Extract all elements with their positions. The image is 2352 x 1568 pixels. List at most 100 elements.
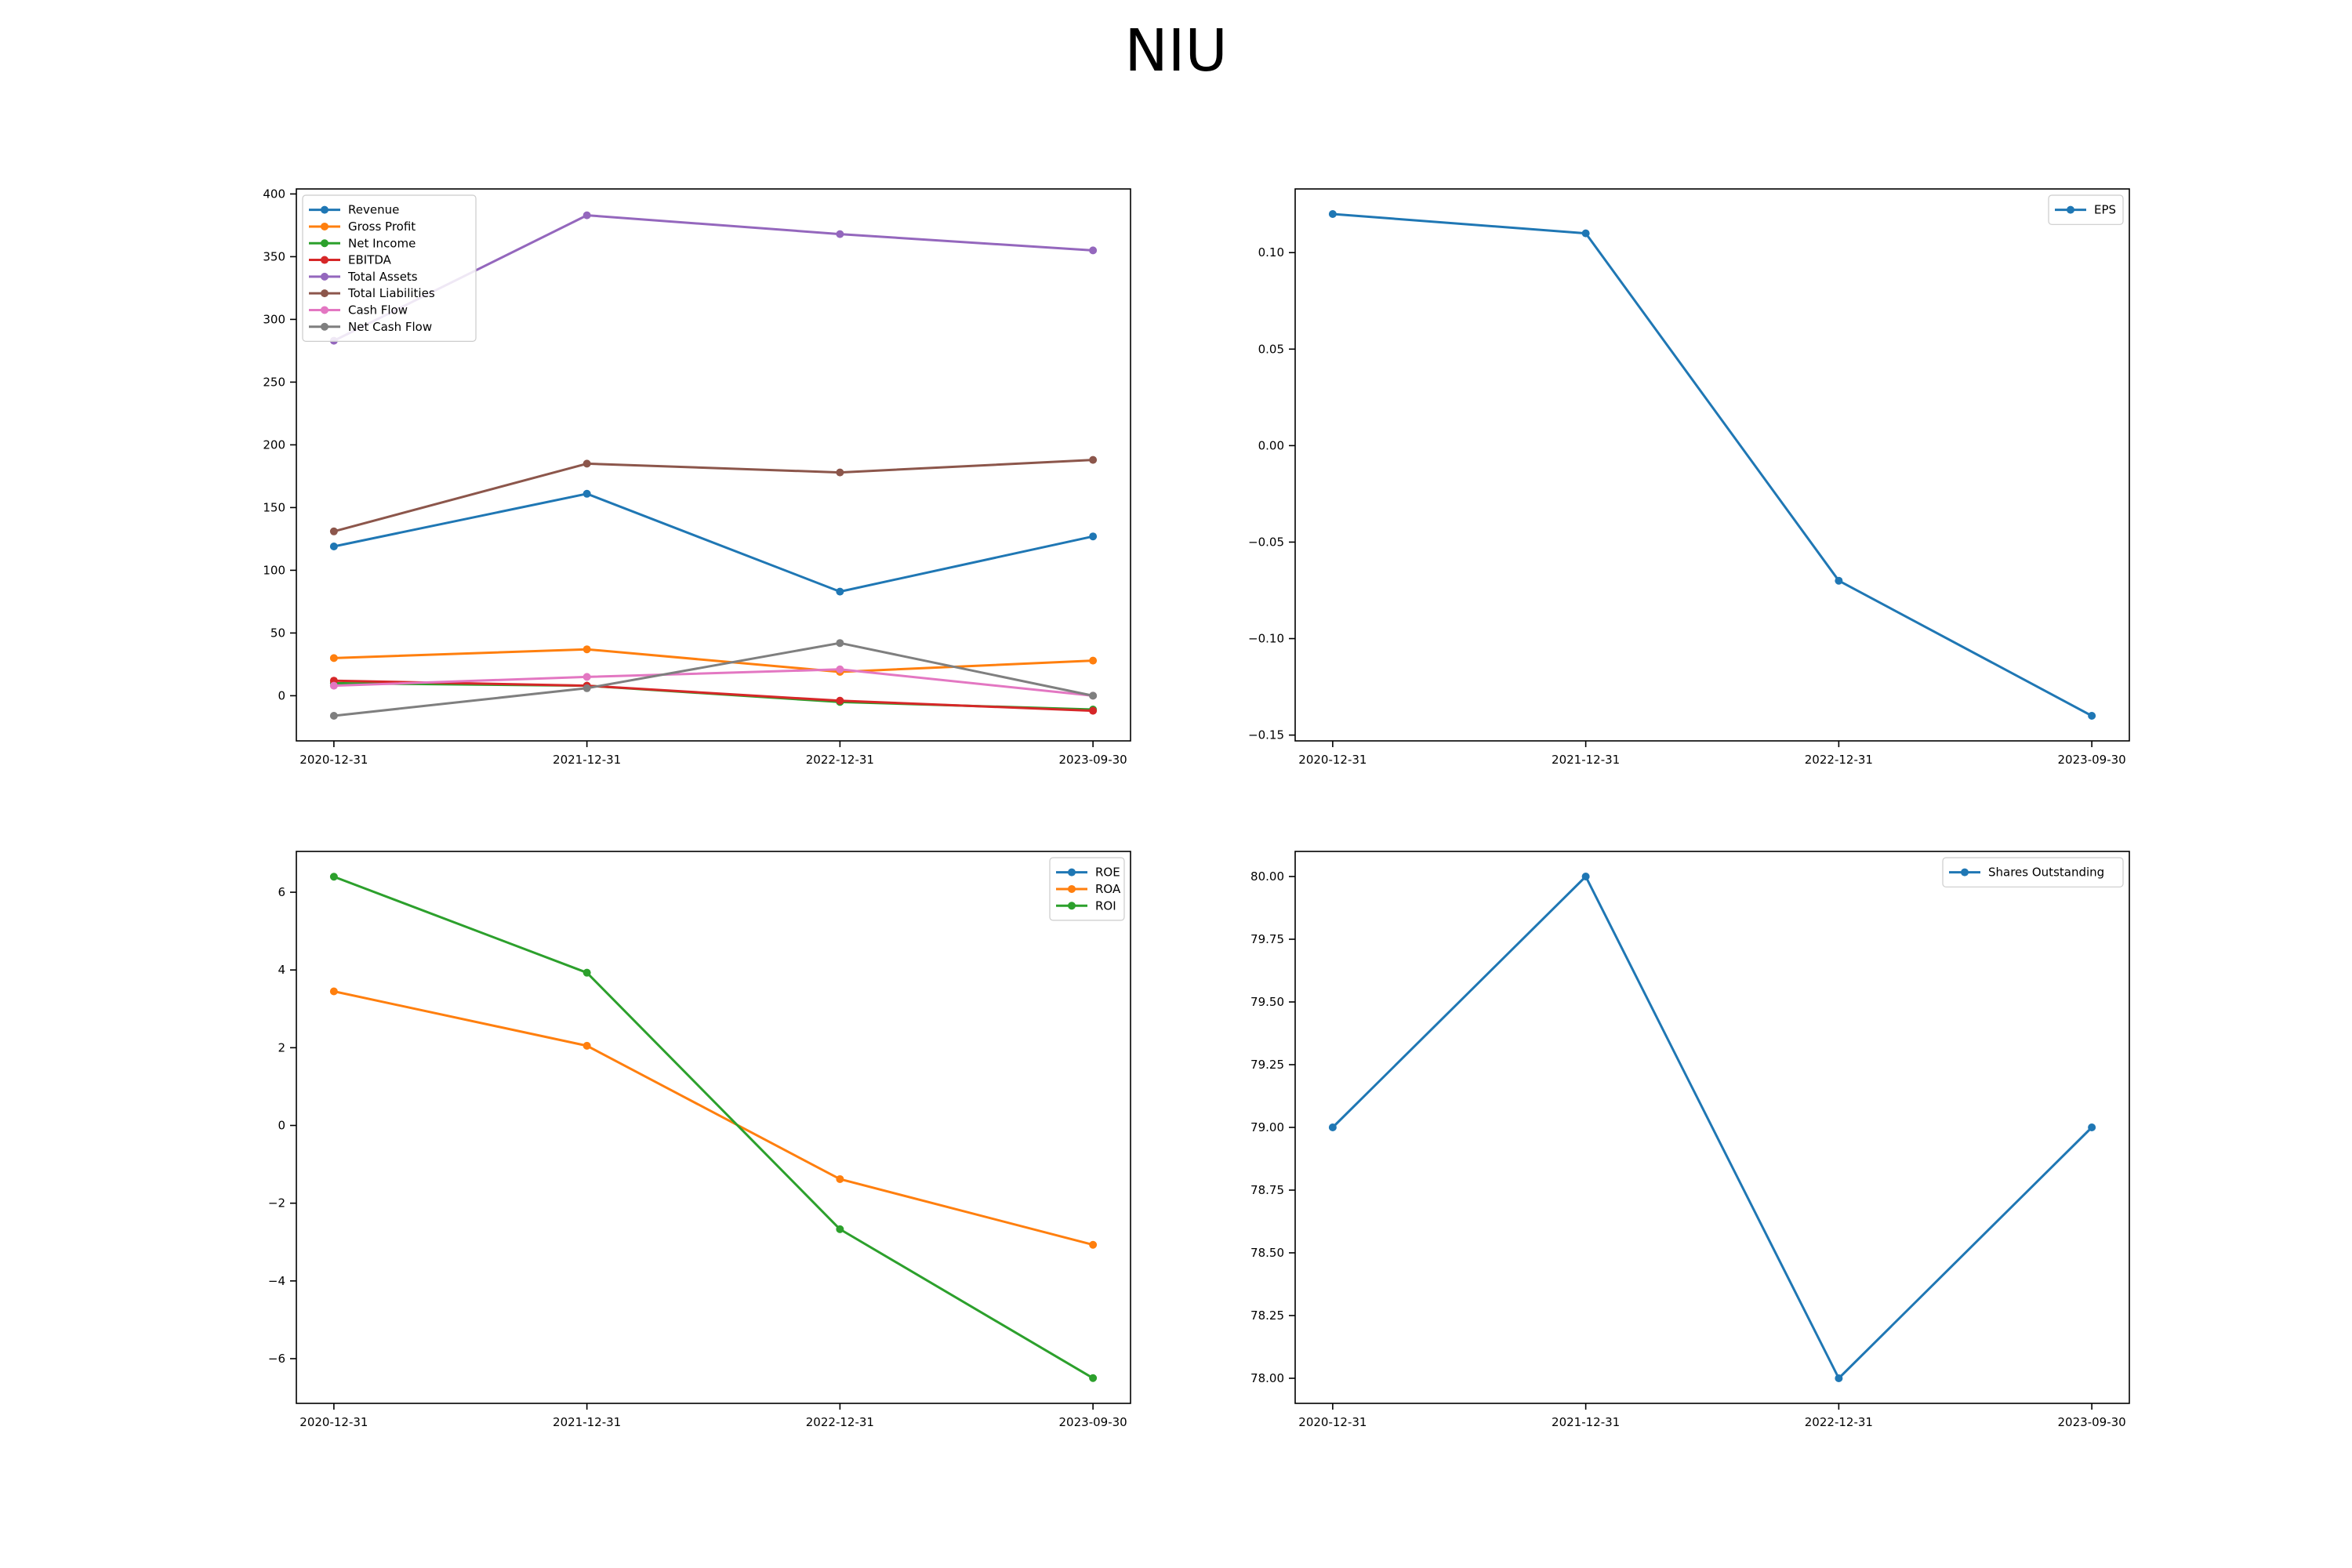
legend-marker bbox=[2067, 205, 2074, 214]
y-tick-label: 78.50 bbox=[1250, 1246, 1284, 1260]
data-point-roi bbox=[329, 873, 338, 881]
chart-eps: −0.15 −0.10 −0.05 0.00 0.05 0.10 2020-12-31 202… bbox=[1248, 188, 2130, 767]
y-tick-label: 0.10 bbox=[1258, 245, 1284, 260]
data-point-roi bbox=[1089, 1374, 1098, 1382]
legend-label: EPS bbox=[2094, 203, 2116, 217]
legend-label: Shares Outstanding bbox=[1988, 866, 2104, 880]
y-tick-label: 0 bbox=[278, 1119, 285, 1133]
legend-label: Net Cash Flow bbox=[348, 320, 432, 334]
data-point-roi bbox=[836, 1225, 844, 1233]
legend-label: Gross Profit bbox=[348, 220, 416, 234]
x-tick-label: 2023-09-30 bbox=[1059, 753, 1127, 767]
data-point-roi bbox=[583, 968, 591, 977]
x-tick-label: 2023-09-30 bbox=[1059, 1415, 1127, 1429]
series-line-roi bbox=[333, 875, 1094, 1380]
y-tick-label: 150 bbox=[263, 500, 285, 514]
series-line-gross-profit bbox=[333, 648, 1094, 673]
legend-marker bbox=[321, 272, 328, 281]
y-tick-label: 78.25 bbox=[1250, 1308, 1284, 1323]
y-tick-label: 4 bbox=[278, 963, 285, 977]
data-point-net-cash-flow bbox=[583, 684, 591, 692]
legend-label: Total Assets bbox=[347, 270, 418, 284]
data-point-shares-outstanding bbox=[1835, 1374, 1843, 1382]
legend-marker bbox=[1961, 868, 1969, 877]
y-tick-label: 0.00 bbox=[1258, 438, 1284, 452]
x-tick-label: 2020-12-31 bbox=[1298, 1415, 1367, 1429]
data-point-revenue bbox=[836, 587, 844, 596]
x-tick-label: 2022-12-31 bbox=[806, 1415, 874, 1429]
legend: ROE ROA ROI bbox=[1049, 857, 1125, 921]
x-tick-label: 2023-09-30 bbox=[2058, 753, 2126, 767]
legend-marker bbox=[321, 322, 328, 331]
data-point-gross-profit bbox=[1089, 656, 1098, 665]
data-point-total-assets bbox=[836, 230, 844, 238]
series-line-cash-flow bbox=[333, 668, 1094, 697]
legend-box bbox=[1942, 857, 2124, 887]
data-point-roa bbox=[1089, 1240, 1098, 1249]
chart-shares-outstanding: 78.00 78.25 78.50 78.75 79.00 79.25 79.50 79.75… bbox=[1250, 851, 2130, 1429]
data-point-total-liabilities bbox=[836, 468, 844, 477]
y-tick-label: 300 bbox=[263, 312, 285, 326]
series-line-shares-outstanding bbox=[1331, 875, 2093, 1380]
data-point-revenue bbox=[1089, 532, 1098, 541]
figure-title: NIU bbox=[1124, 17, 1228, 85]
data-point-total-assets bbox=[583, 211, 591, 220]
legend-label: ROE bbox=[1095, 866, 1120, 880]
data-point-roa bbox=[583, 1041, 591, 1050]
y-tick-label: 78.00 bbox=[1250, 1371, 1284, 1385]
y-tick-label: 50 bbox=[270, 626, 285, 640]
y-tick-label: 79.25 bbox=[1250, 1058, 1284, 1072]
y-tick-label: 80.00 bbox=[1250, 869, 1284, 884]
y-tick-label: −0.10 bbox=[1248, 632, 1284, 646]
data-point-gross-profit bbox=[329, 654, 338, 662]
y-tick-label: 79.50 bbox=[1250, 995, 1284, 1009]
y-tick-label: 100 bbox=[263, 563, 285, 577]
legend: Shares Outstanding bbox=[1942, 857, 2124, 887]
data-point-revenue bbox=[329, 543, 338, 550]
legend: Revenue Gross Profit Net Income EBITDA Total… bbox=[302, 194, 477, 342]
chart-financials: 0 50 100 150 200 250 300 350 400 2020-12-31 2021-1… bbox=[263, 187, 1131, 767]
chart-returns: −6 −4 −2 0 2 4 6 2020-12-31 2021-12-31 2022-12-31… bbox=[268, 851, 1131, 1429]
data-point-net-cash-flow bbox=[329, 712, 338, 720]
y-tick-label: 250 bbox=[263, 375, 285, 389]
data-point-cash-flow bbox=[836, 665, 844, 673]
x-tick-label: 2021-12-31 bbox=[1552, 1415, 1620, 1429]
data-point-shares-outstanding bbox=[2088, 1123, 2096, 1131]
data-point-cash-flow bbox=[329, 681, 338, 690]
data-point-total-assets bbox=[1089, 246, 1098, 255]
data-point-net-cash-flow bbox=[836, 639, 844, 648]
y-tick-label: 400 bbox=[263, 187, 285, 201]
series-line-roa bbox=[333, 990, 1094, 1247]
data-point-revenue bbox=[583, 489, 591, 498]
legend-label: Revenue bbox=[348, 203, 399, 217]
y-tick-label: 78.75 bbox=[1250, 1183, 1284, 1197]
data-point-eps bbox=[2088, 712, 2096, 720]
series-line-revenue bbox=[333, 492, 1094, 593]
x-tick-label: 2021-12-31 bbox=[553, 753, 621, 767]
series-line-total-liabilities bbox=[333, 459, 1094, 533]
x-tick-label: 2022-12-31 bbox=[806, 753, 874, 767]
data-point-roa bbox=[329, 987, 338, 996]
y-tick-label: 79.75 bbox=[1250, 932, 1284, 946]
legend-marker bbox=[321, 256, 328, 264]
x-tick-label: 2023-09-30 bbox=[2058, 1415, 2126, 1429]
data-point-total-liabilities bbox=[1089, 456, 1098, 464]
y-tick-label: 2 bbox=[278, 1040, 285, 1054]
axes-frame bbox=[296, 851, 1131, 1404]
y-tick-label: −0.05 bbox=[1248, 535, 1284, 549]
axes-frame bbox=[1294, 851, 2130, 1404]
data-point-eps bbox=[1328, 210, 1337, 218]
data-point-shares-outstanding bbox=[1581, 873, 1590, 880]
axes-frame bbox=[296, 188, 1131, 742]
legend-marker bbox=[321, 289, 328, 298]
data-point-net-cash-flow bbox=[1089, 691, 1098, 700]
legend-label: Cash Flow bbox=[348, 303, 408, 317]
legend-label: Net Income bbox=[348, 236, 416, 250]
legend: EPS bbox=[2048, 194, 2124, 225]
legend-label: EBITDA bbox=[348, 253, 392, 267]
y-tick-label: −4 bbox=[268, 1274, 285, 1288]
data-point-ebitda bbox=[1089, 706, 1098, 715]
x-tick-label: 2021-12-31 bbox=[553, 1415, 621, 1429]
y-tick-label: 0.05 bbox=[1258, 342, 1284, 356]
y-tick-label: 350 bbox=[263, 249, 285, 263]
